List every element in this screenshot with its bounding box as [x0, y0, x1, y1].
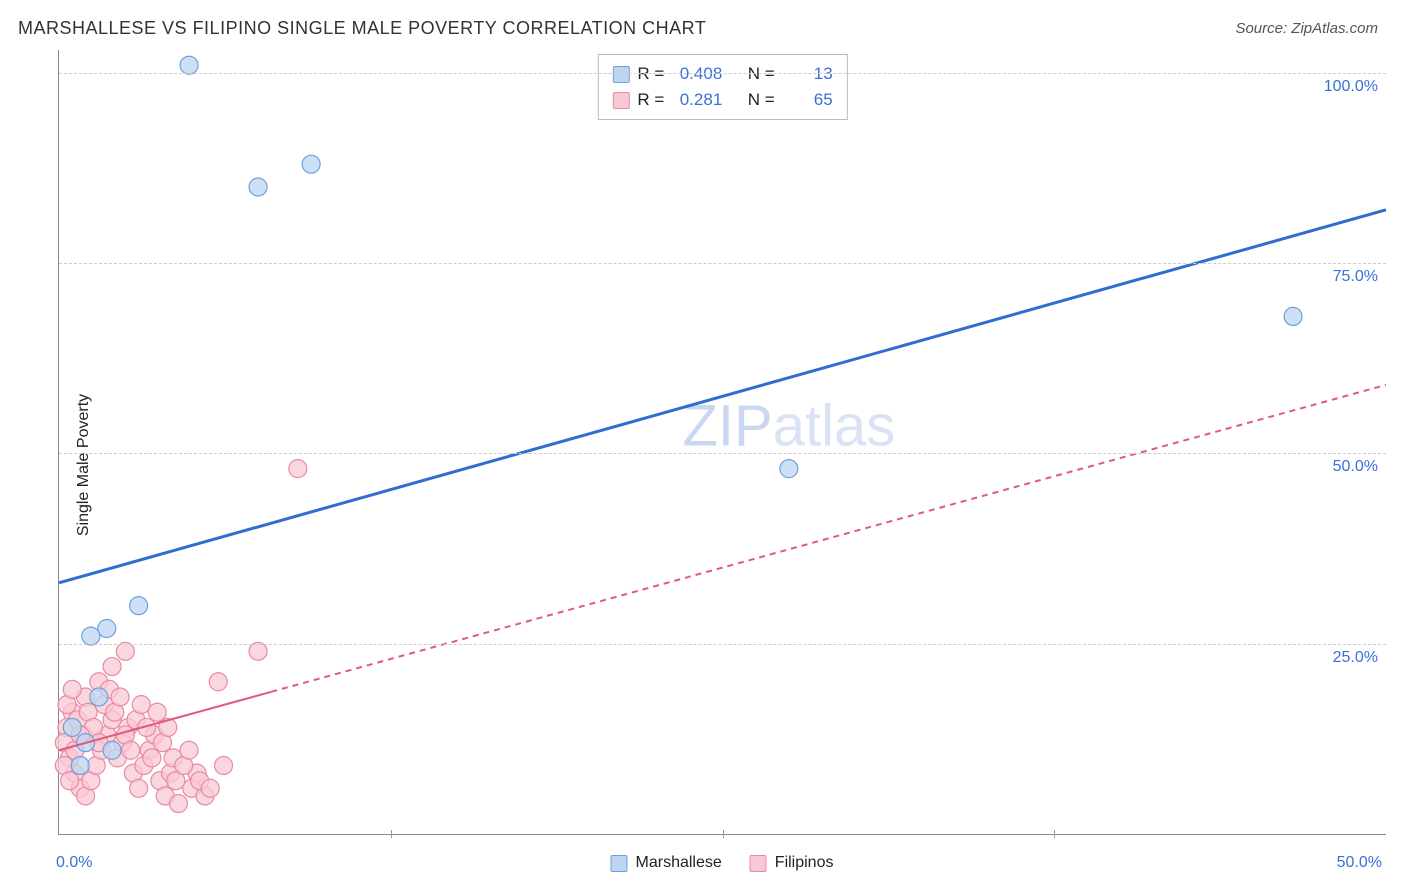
swatch-marshallese-icon [611, 855, 628, 872]
chart-area: Single Male Poverty ZIPatlas R = 0.408 N… [18, 50, 1386, 880]
legend-label: Marshallese [636, 854, 722, 872]
stats-legend: R = 0.408 N = 13 R = 0.281 N = 65 [597, 54, 847, 120]
data-point [302, 155, 320, 173]
data-point [132, 696, 150, 714]
stats-row-marshallese: R = 0.408 N = 13 [612, 61, 832, 87]
data-point [71, 756, 89, 774]
data-point [209, 673, 227, 691]
data-point [130, 779, 148, 797]
data-point [111, 688, 129, 706]
data-point [215, 756, 233, 774]
data-point [63, 718, 81, 736]
data-point [63, 680, 81, 698]
chart-title: MARSHALLESE VS FILIPINO SINGLE MALE POVE… [18, 18, 706, 39]
swatch-filipinos-icon [612, 92, 629, 109]
data-point [1284, 307, 1302, 325]
data-point [289, 460, 307, 478]
y-tick-label: 50.0% [1333, 458, 1378, 476]
data-point [103, 658, 121, 676]
y-tick-label: 75.0% [1333, 268, 1378, 286]
y-tick-label: 100.0% [1324, 78, 1378, 96]
data-point [98, 619, 116, 637]
data-point [82, 627, 100, 645]
chart-source: Source: ZipAtlas.com [1235, 20, 1378, 37]
data-point [169, 795, 187, 813]
x-axis-row: 0.0% 50.0% Marshallese Filipinos [58, 840, 1386, 880]
stats-row-filipinos: R = 0.281 N = 65 [612, 87, 832, 113]
r-value: 0.408 [672, 64, 722, 84]
x-tick-label: 0.0% [56, 854, 92, 872]
data-point [90, 688, 108, 706]
data-point [143, 749, 161, 767]
chart-header: MARSHALLESE VS FILIPINO SINGLE MALE POVE… [0, 0, 1406, 47]
legend-item-marshallese: Marshallese [611, 854, 722, 872]
swatch-filipinos-icon [750, 855, 767, 872]
x-tick-label: 50.0% [1337, 854, 1382, 872]
r-value: 0.281 [672, 90, 722, 110]
data-point [780, 460, 798, 478]
data-point [130, 597, 148, 615]
data-point [122, 741, 140, 759]
trend-line [271, 385, 1386, 692]
series-legend: Marshallese Filipinos [611, 854, 834, 872]
n-value: 13 [783, 64, 833, 84]
n-value: 65 [783, 90, 833, 110]
data-point [249, 642, 267, 660]
data-point [116, 642, 134, 660]
plot-region: ZIPatlas R = 0.408 N = 13 R = 0.281 N = … [58, 50, 1386, 835]
data-point [201, 779, 219, 797]
legend-label: Filipinos [775, 854, 834, 872]
data-point [148, 703, 166, 721]
data-point [180, 741, 198, 759]
data-point [249, 178, 267, 196]
data-point [103, 741, 121, 759]
data-point [180, 56, 198, 74]
swatch-marshallese-icon [612, 66, 629, 83]
data-point [61, 772, 79, 790]
plot-svg [59, 50, 1386, 834]
legend-item-filipinos: Filipinos [750, 854, 834, 872]
y-tick-label: 25.0% [1333, 649, 1378, 667]
trend-line [59, 210, 1386, 583]
